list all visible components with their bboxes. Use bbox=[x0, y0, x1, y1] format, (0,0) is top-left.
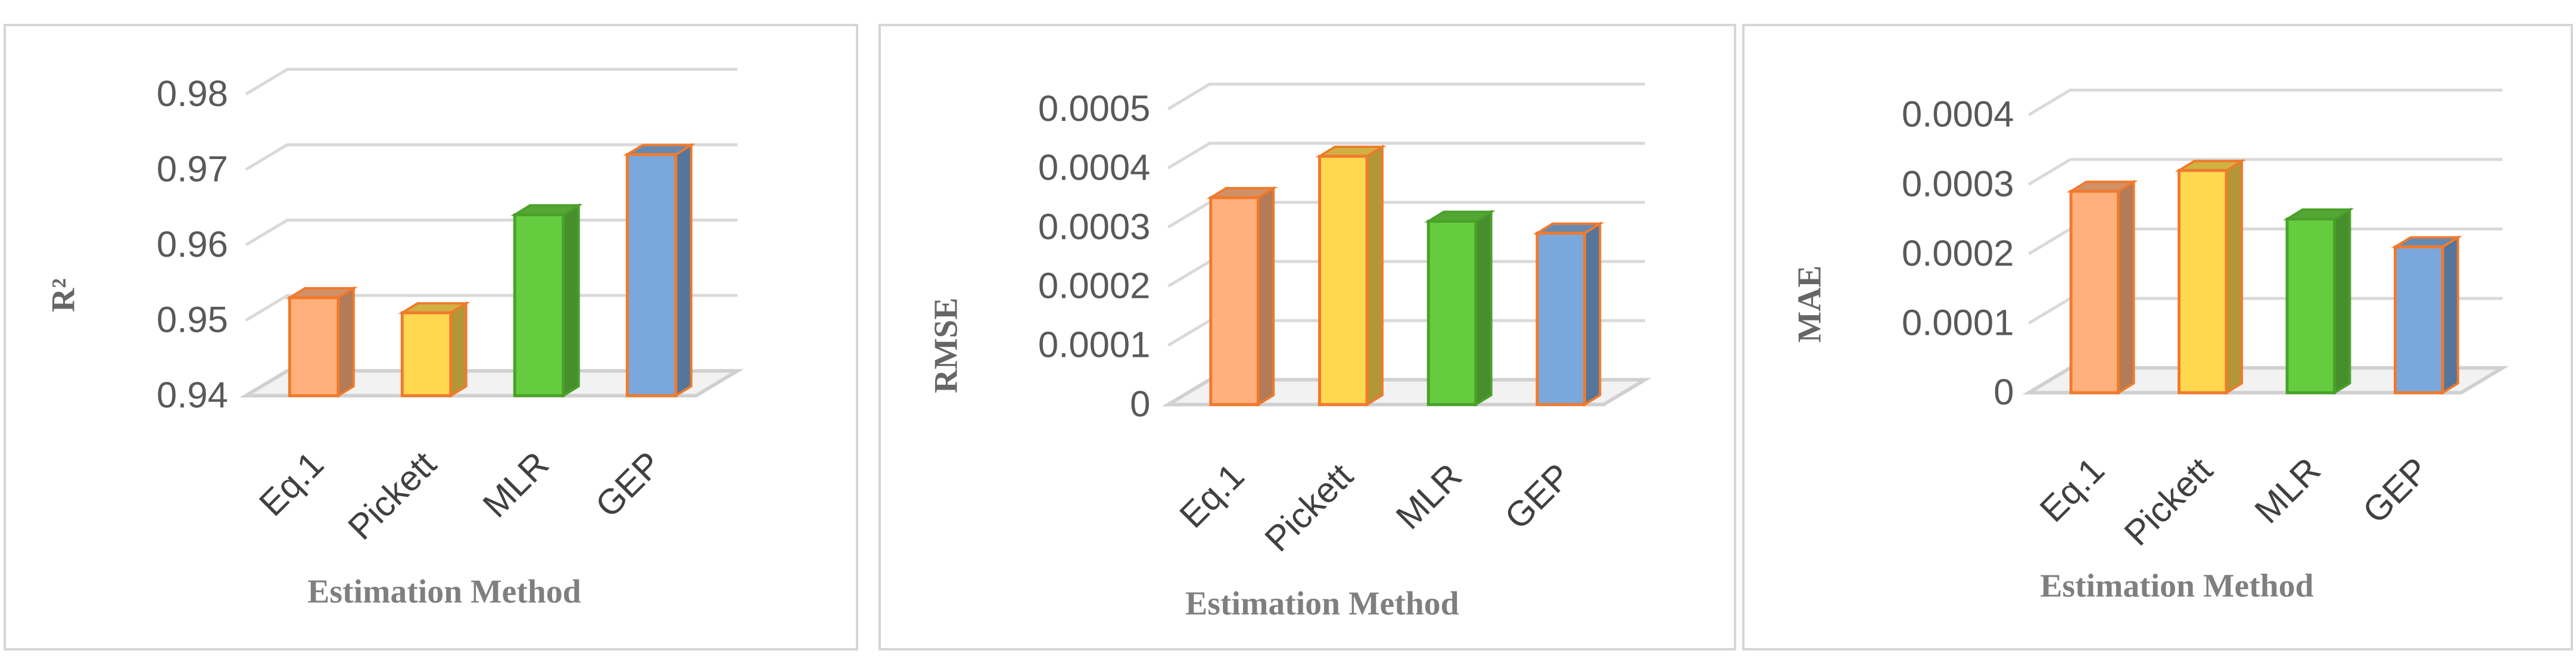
gridline bbox=[245, 294, 738, 322]
chart-panel-r2: 0.94 0.95 0.96 0.97 0.98 Eq.1 Pickett MLR GEP R² E… bbox=[4, 24, 858, 650]
bar-side bbox=[1583, 221, 1602, 407]
bar bbox=[2067, 179, 2138, 395]
bar bbox=[2391, 235, 2462, 395]
bar-front bbox=[2178, 169, 2228, 394]
y-tick-label: 0.0003 bbox=[1038, 206, 1151, 247]
bar bbox=[623, 142, 696, 398]
bar bbox=[1532, 221, 1605, 407]
bar-front bbox=[2393, 245, 2444, 394]
x-tick-labels: Eq.1 Pickett MLR GEP bbox=[2032, 450, 2437, 553]
bar-side bbox=[1257, 186, 1275, 407]
bar-front bbox=[513, 213, 565, 397]
bars bbox=[285, 142, 696, 398]
bar-side bbox=[2333, 207, 2351, 395]
gridline bbox=[245, 67, 738, 96]
bars bbox=[2067, 158, 2462, 395]
y-tick-label: 0.97 bbox=[157, 149, 228, 190]
bar-side bbox=[562, 203, 580, 398]
chart-mae: 0 0.0001 0.0002 0.0003 0.0004 Eq.1 Pickett MLR G… bbox=[1791, 88, 2509, 605]
bar bbox=[510, 203, 583, 398]
bar-side bbox=[2117, 179, 2135, 395]
y-tick-labels: 0 0.0001 0.0002 0.0003 0.0004 0.0005 bbox=[1038, 88, 1151, 425]
bar-side bbox=[337, 286, 355, 398]
bar bbox=[1206, 186, 1278, 407]
bar bbox=[1424, 210, 1496, 407]
bar bbox=[2282, 207, 2354, 395]
bar-front bbox=[2069, 189, 2120, 394]
y-tick-label: 0.96 bbox=[157, 224, 228, 265]
x-tick-label: Pickett bbox=[2116, 450, 2220, 553]
x-axis-title: Estimation Method bbox=[307, 574, 581, 611]
y-tick-label: 0.0001 bbox=[1038, 325, 1151, 366]
bar-front bbox=[1535, 231, 1587, 406]
bar-side bbox=[1366, 144, 1384, 407]
gridline bbox=[245, 143, 738, 171]
x-tick-labels: Eq.1 Pickett MLR GEP bbox=[1172, 456, 1578, 559]
y-tick-label: 0.0004 bbox=[1902, 94, 2014, 135]
chart-r2: 0.94 0.95 0.96 0.97 0.98 Eq.1 Pickett MLR GEP R² E… bbox=[45, 67, 744, 611]
y-tick-label: 0.0002 bbox=[1902, 233, 2014, 274]
bar-side bbox=[2441, 235, 2459, 395]
y-tick-label: 0 bbox=[1130, 384, 1150, 425]
y-tick-labels: 0.94 0.95 0.96 0.97 0.98 bbox=[157, 73, 228, 416]
x-tick-label: MLR bbox=[475, 444, 556, 525]
x-tick-label: MLR bbox=[1388, 456, 1469, 537]
gridline bbox=[1167, 82, 1645, 111]
y-tick-label: 0.95 bbox=[157, 300, 228, 341]
x-tick-label: GEP bbox=[2355, 450, 2436, 531]
chart-panel-rmse: 0 0.0001 0.0002 0.0003 0.0004 0.0005 Eq.1 Picke… bbox=[879, 24, 1736, 650]
gridline bbox=[1167, 142, 1645, 170]
bar-front bbox=[1318, 154, 1369, 406]
y-tick-label: 0.98 bbox=[157, 73, 228, 114]
x-tick-label: GEP bbox=[1497, 456, 1578, 537]
bar-front bbox=[288, 296, 340, 397]
y-axis-title: MAE bbox=[1791, 266, 1828, 343]
bar-front bbox=[625, 152, 678, 397]
x-tick-labels: Eq.1 Pickett MLR GEP bbox=[251, 444, 669, 547]
x-tick-label: Pickett bbox=[340, 444, 444, 547]
chart-panel-mae: 0 0.0001 0.0002 0.0003 0.0004 Eq.1 Pickett MLR G… bbox=[1742, 24, 2573, 650]
y-tick-label: 0.0004 bbox=[1038, 147, 1151, 188]
gridline bbox=[2027, 88, 2503, 116]
bar-side bbox=[674, 142, 693, 398]
y-axis-title: R² bbox=[45, 278, 82, 312]
bar bbox=[398, 301, 471, 398]
x-tick-label: GEP bbox=[588, 444, 669, 525]
x-tick-label: Eq.1 bbox=[2032, 450, 2112, 530]
x-tick-label: Pickett bbox=[1257, 456, 1360, 559]
bar-front bbox=[1426, 220, 1478, 406]
x-axis-title: Estimation Method bbox=[2040, 568, 2313, 605]
y-tick-label: 0 bbox=[1993, 372, 2014, 413]
bar-front bbox=[1209, 196, 1260, 406]
bar bbox=[285, 286, 358, 398]
y-tick-label: 0.94 bbox=[157, 375, 228, 416]
chart-rmse: 0 0.0001 0.0002 0.0003 0.0004 0.0005 Eq.1 Picke… bbox=[927, 82, 1652, 622]
bar bbox=[1315, 144, 1387, 407]
gridline bbox=[245, 219, 738, 247]
gridline bbox=[2027, 158, 2503, 186]
y-axis-title: RMSE bbox=[927, 298, 964, 394]
bar-side bbox=[449, 301, 468, 398]
y-tick-label: 0.0001 bbox=[1902, 303, 2014, 344]
y-tick-label: 0.0003 bbox=[1902, 163, 2014, 204]
y-tick-label: 0.0002 bbox=[1038, 266, 1151, 307]
x-tick-label: Eq.1 bbox=[1172, 456, 1251, 536]
y-tick-label: 0.0005 bbox=[1038, 88, 1151, 129]
bar-side bbox=[1474, 210, 1493, 407]
y-tick-labels: 0 0.0001 0.0002 0.0003 0.0004 bbox=[1902, 94, 2014, 413]
bar-side bbox=[2225, 158, 2243, 395]
bar-front bbox=[2285, 217, 2337, 394]
bars bbox=[1206, 144, 1605, 407]
x-tick-label: Eq.1 bbox=[251, 444, 331, 524]
x-axis-title: Estimation Method bbox=[1185, 585, 1459, 622]
bar-front bbox=[400, 311, 453, 397]
bar bbox=[2175, 158, 2246, 395]
x-tick-label: MLR bbox=[2247, 450, 2328, 531]
